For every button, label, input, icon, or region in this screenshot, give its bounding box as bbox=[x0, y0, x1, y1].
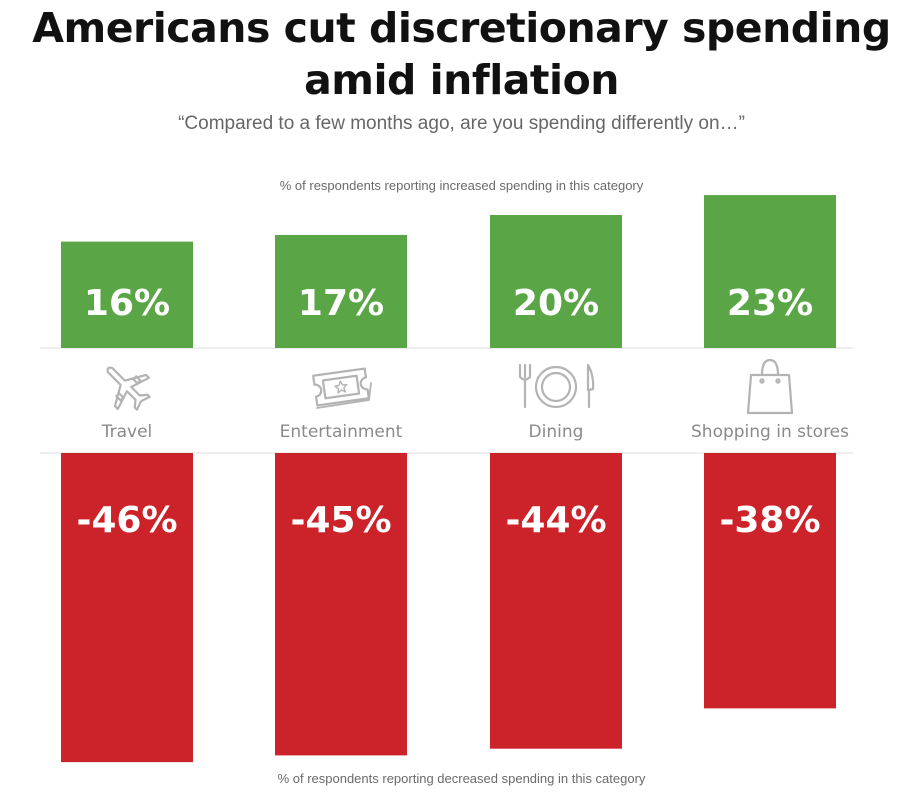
increase-bar bbox=[490, 215, 622, 348]
category-label: Shopping in stores bbox=[691, 422, 849, 442]
decrease-note: % of respondents reporting decreased spe… bbox=[277, 771, 646, 786]
category-label: Entertainment bbox=[280, 422, 403, 442]
chart-subtitle: “Compared to a few months ago, are you s… bbox=[178, 113, 745, 134]
decrease-value-label: -38% bbox=[719, 500, 820, 541]
increase-value-label: 20% bbox=[513, 283, 599, 324]
ticket-icon bbox=[312, 367, 372, 409]
increase-value-label: 17% bbox=[298, 283, 384, 324]
decrease-value-label: -44% bbox=[505, 500, 606, 541]
decrease-bar bbox=[704, 453, 836, 709]
decrease-value-label: -45% bbox=[290, 500, 391, 541]
category-label: Dining bbox=[529, 422, 584, 442]
airplane-icon bbox=[106, 366, 151, 411]
increase-bar bbox=[704, 195, 836, 348]
increase-value-label: 23% bbox=[727, 283, 813, 324]
increase-note: % of respondents reporting increased spe… bbox=[279, 178, 644, 193]
increase-bar bbox=[61, 241, 193, 348]
decrease-bar bbox=[275, 453, 407, 756]
plate-cutlery-icon bbox=[518, 363, 595, 409]
decrease-value-label: -46% bbox=[76, 500, 177, 541]
increase-value-label: 16% bbox=[84, 283, 170, 324]
decrease-bar bbox=[490, 453, 622, 749]
increase-bar bbox=[275, 234, 407, 348]
category-label: Travel bbox=[101, 422, 153, 442]
decrease-bar bbox=[61, 453, 193, 763]
shopping-bag-icon bbox=[746, 358, 794, 415]
chart-title: Americans cut discretionary spending ami… bbox=[32, 4, 891, 104]
